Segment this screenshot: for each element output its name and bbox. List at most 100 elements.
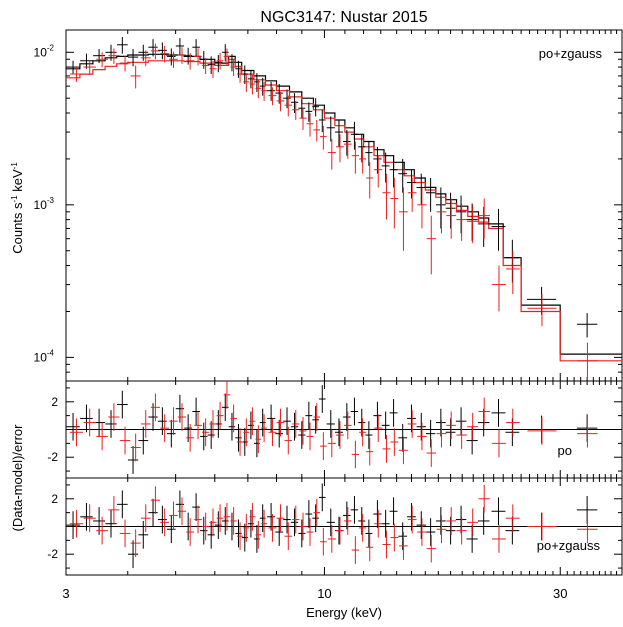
data-point [327,139,336,170]
data-point [306,112,314,137]
data-point [175,38,185,55]
data-point [66,511,80,539]
data-point [318,483,326,512]
x-axis-label: Energy (keV) [306,605,382,620]
data-point [292,100,300,120]
model-curve [66,53,622,355]
data-point [398,158,408,193]
data-point [69,418,84,447]
data-point [177,403,187,431]
data-point [150,43,161,60]
data-point [169,501,178,530]
model-curve [66,58,622,362]
data-point [425,518,436,546]
data-point [214,511,222,539]
data-point [350,496,359,524]
data-point [230,404,237,433]
data-point [243,73,250,92]
data-point [127,446,139,474]
y-tick-label: -2 [47,547,58,561]
data-point [157,505,167,534]
data-point [290,412,299,441]
data-point [327,429,336,458]
data-point [320,527,327,556]
data-point [292,505,300,534]
data-point [284,95,293,117]
data-point [194,48,202,66]
x-tick-label: 3 [62,586,69,601]
data-point [298,99,306,119]
x-tick-label: 30 [553,586,567,601]
data-point [93,49,106,64]
data-point [186,518,195,546]
data-point [381,152,390,183]
data-point [253,525,260,553]
data-point [335,119,343,147]
data-point [407,177,417,212]
data-point [478,484,490,513]
data-point [351,440,360,469]
residuals-po-panel: 2 -2 po [47,380,623,479]
data-point [283,407,291,436]
data-point [119,426,131,455]
data-point [344,411,352,440]
data-point [336,134,344,163]
y-tick-label: -2 [47,450,58,464]
data-point [466,426,478,455]
data-point [365,519,373,548]
data-point [249,502,256,531]
data-point [398,423,408,452]
data-point [359,146,367,174]
data-point [390,523,399,552]
data-point [160,508,170,537]
data-point [267,404,276,433]
data-point [466,525,478,553]
data-point [455,195,467,234]
data-point [426,215,436,275]
data-point [492,429,506,458]
data-point [268,87,277,106]
data-point [96,52,109,68]
data-point [253,429,260,458]
data-point [127,540,139,569]
data-point [268,418,277,447]
x-tick-labels: 3 10 30 [62,586,567,601]
data-point [359,418,367,447]
data-point [417,518,427,546]
data-point [335,418,343,447]
data-point [527,417,557,445]
data-point [116,390,128,419]
data-point [389,399,398,427]
panel-annotation: po+zgauss [539,46,603,61]
data-point [130,65,141,89]
data-point [249,407,256,436]
data-point [416,173,426,205]
data-point [148,39,158,57]
data-point [255,520,262,549]
data-point [160,414,170,442]
data-point [223,502,231,531]
data-point [455,407,467,436]
data-point [207,421,215,449]
data-point [267,502,276,531]
data-point [359,514,367,542]
data-point [66,412,80,441]
data-point [184,512,193,541]
data-point [235,423,242,452]
data-point [216,504,224,533]
data-point [407,505,417,534]
data-point [235,519,242,548]
data-point [577,419,598,448]
data-point [417,422,427,451]
data-point [175,394,185,423]
data-point [381,411,390,440]
data-point [577,515,598,544]
data-point [313,403,321,431]
data-point [407,410,417,438]
data-point [313,119,321,142]
data-point [119,519,131,548]
data-point [160,45,170,63]
data-point [175,490,185,519]
data-point [105,44,117,61]
